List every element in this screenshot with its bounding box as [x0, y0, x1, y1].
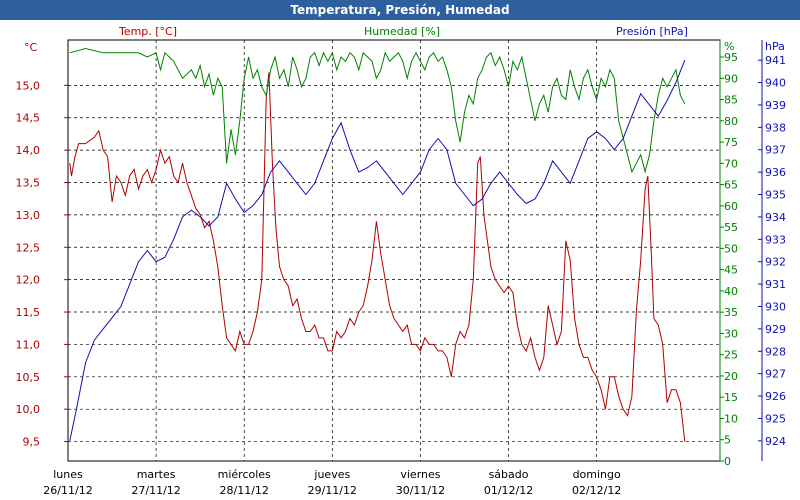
temp-tick-label: 13,0 [16, 209, 41, 222]
hum-tick-label: 55 [724, 221, 738, 234]
hum-tick-label: 40 [724, 285, 738, 298]
hum-tick-label: 95 [724, 51, 738, 64]
temp-tick-label: 14,0 [16, 144, 41, 157]
pres-tick-label: 927 [765, 368, 786, 381]
x-tick-date: 29/11/12 [308, 484, 357, 497]
pres-tick-label: 936 [765, 166, 786, 179]
hum-tick-label: 80 [724, 115, 738, 128]
pres-tick-label: 925 [765, 412, 786, 425]
pres-tick-label: 934 [765, 211, 786, 224]
x-tick-date: 30/11/12 [396, 484, 445, 497]
pres-tick-label: 938 [765, 121, 786, 134]
pres-tick-label: 930 [765, 300, 786, 313]
hum-tick-label: 75 [724, 136, 738, 149]
legend-pressure: Presión [hPa] [616, 25, 688, 38]
pres-tick-label: 932 [765, 256, 786, 269]
legend-humidity: Humedad [%] [364, 25, 440, 38]
x-tick-date: 26/11/12 [43, 484, 92, 497]
grid-lines [68, 40, 720, 461]
hum-tick-label: 45 [724, 264, 738, 277]
pressure-line [69, 60, 686, 441]
axes: lunes 26/11/12 martes 27/11/12 miércoles 28/1… [16, 40, 787, 497]
pres-tick-label: 935 [765, 189, 786, 202]
hum-tick-label: 85 [724, 94, 738, 107]
hum-tick-label: 35 [724, 306, 738, 319]
legend-temperature: Temp. [°C] [118, 25, 177, 38]
temp-tick-label: 13,5 [16, 176, 41, 189]
pres-tick-label: 928 [765, 345, 786, 358]
hum-tick-label: 30 [724, 327, 738, 340]
x-tick-day: domingo [573, 468, 621, 481]
pres-tick-label: 941 [765, 54, 786, 67]
x-tick-date: 02/12/12 [572, 484, 621, 497]
temp-tick-label: 12,0 [16, 274, 41, 287]
data-series [69, 47, 686, 442]
pres-tick-label: 933 [765, 233, 786, 246]
x-tick-date: 27/11/12 [131, 484, 180, 497]
temp-tick-label: 10,0 [16, 403, 41, 416]
weather-chart: lunes 26/11/12 martes 27/11/12 miércoles 28/1… [0, 20, 800, 500]
temp-tick-label: 15,0 [16, 79, 41, 92]
x-tick-day: viernes [400, 468, 440, 481]
pres-tick-label: 931 [765, 278, 786, 291]
humidity-line [69, 47, 686, 174]
temp-tick-label: 11,0 [16, 338, 41, 351]
pres-tick-label: 926 [765, 390, 786, 403]
x-tick-day: miércoles [218, 468, 271, 481]
x-tick-day: martes [137, 468, 176, 481]
temp-tick-label: 11,5 [16, 306, 41, 319]
chart-title: Temperatura, Presión, Humedad [0, 0, 800, 20]
hum-tick-label: 65 [724, 179, 738, 192]
hum-tick-label: 90 [724, 72, 738, 85]
temp-axis-unit: °C [24, 41, 38, 54]
temp-tick-label: 10,5 [16, 371, 41, 384]
temp-tick-label: 9,5 [23, 436, 41, 449]
hum-tick-label: 5 [724, 434, 731, 447]
hum-tick-label: 0 [724, 455, 731, 468]
x-tick-day: lunes [53, 468, 83, 481]
pres-tick-label: 940 [765, 77, 786, 90]
hum-tick-label: 15 [724, 391, 738, 404]
hum-tick-label: 70 [724, 157, 738, 170]
hum-tick-label: 50 [724, 242, 738, 255]
temp-tick-label: 14,5 [16, 112, 41, 125]
plot-frame [67, 39, 763, 462]
pres-tick-label: 939 [765, 99, 786, 112]
temp-tick-label: 12,5 [16, 241, 41, 254]
x-tick-date: 01/12/12 [484, 484, 533, 497]
pres-axis-unit: hPa [765, 40, 785, 53]
x-tick-date: 28/11/12 [220, 484, 269, 497]
temperature-line [69, 72, 686, 442]
pres-tick-label: 929 [765, 323, 786, 336]
hum-tick-label: 25 [724, 349, 738, 362]
pres-tick-label: 937 [765, 144, 786, 157]
hum-tick-label: 20 [724, 370, 738, 383]
legend: Temp. [°C] Humedad [%] Presión [hPa] [118, 25, 688, 38]
hum-tick-label: 60 [724, 200, 738, 213]
x-tick-day: jueves [313, 468, 350, 481]
plot-background [0, 20, 800, 500]
x-tick-day: sábado [489, 468, 529, 481]
pres-tick-label: 924 [765, 435, 786, 448]
hum-tick-label: 10 [724, 412, 738, 425]
hum-axis-unit: % [724, 40, 734, 53]
